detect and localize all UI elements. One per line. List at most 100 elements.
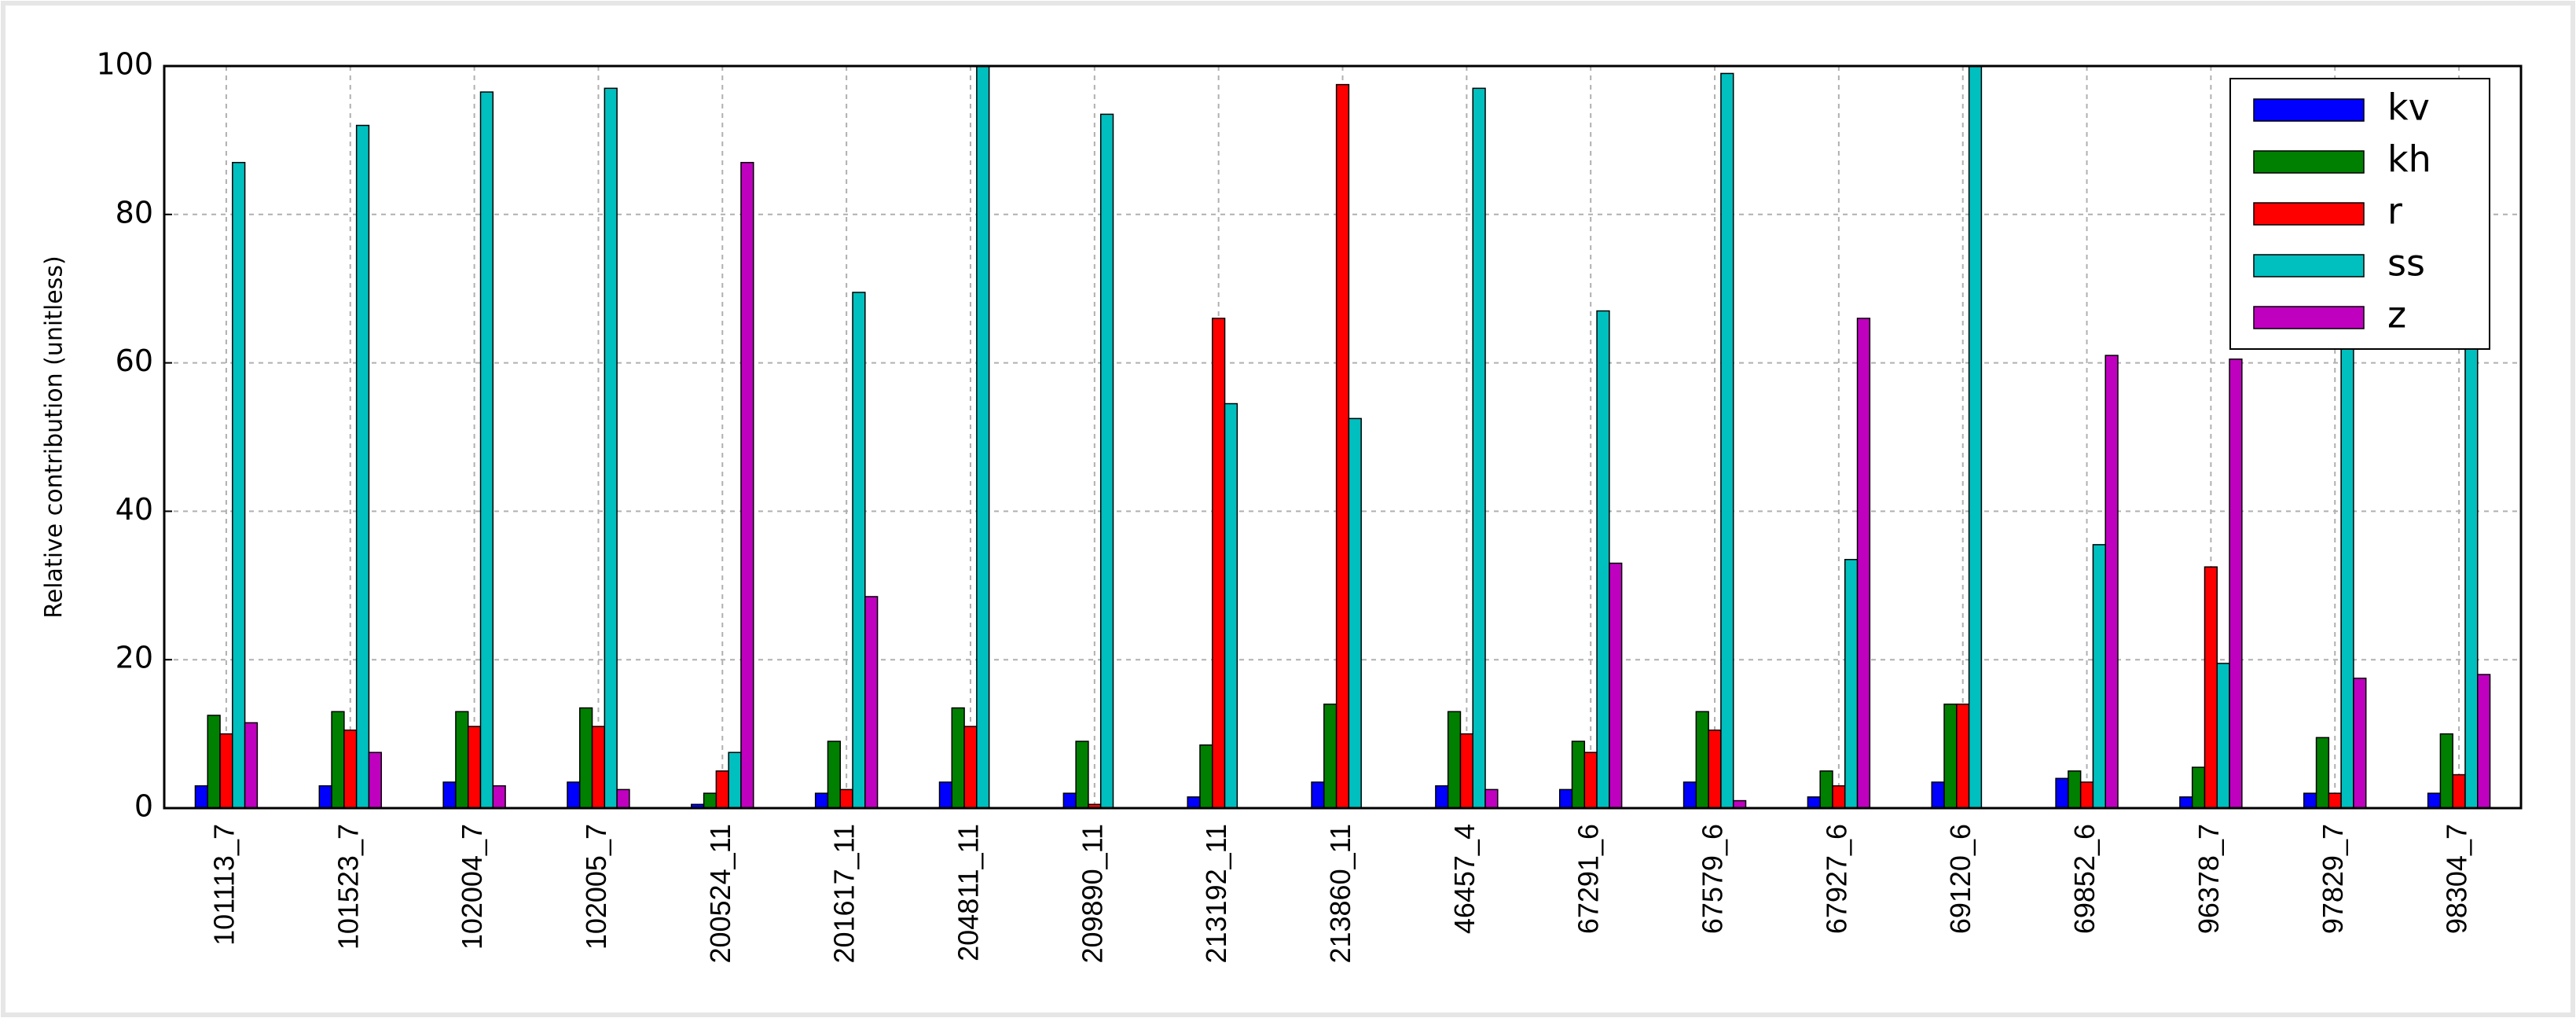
bar — [2055, 777, 2069, 809]
x-tick-label: 69852_6 — [2068, 824, 2101, 934]
bar — [2204, 566, 2218, 809]
bar — [864, 596, 879, 809]
bar — [2315, 737, 2330, 809]
bar — [244, 722, 259, 809]
bar — [938, 781, 953, 809]
bar — [2179, 796, 2193, 809]
bar — [1682, 781, 1697, 809]
bar — [355, 124, 370, 809]
x-tick-label: 102004_7 — [456, 824, 488, 950]
plot-frame — [163, 64, 2523, 810]
x-tick-label: 69120_6 — [1944, 824, 1976, 934]
bar — [1075, 741, 1089, 809]
bar — [207, 715, 221, 809]
bar — [2092, 544, 2106, 809]
x-tick-label: 67291_6 — [1572, 824, 1605, 934]
bar — [740, 161, 754, 809]
bar — [616, 788, 630, 809]
bar — [1472, 87, 1486, 809]
bar — [839, 788, 853, 809]
bar — [2229, 358, 2243, 809]
bar — [467, 726, 482, 809]
bar — [2216, 663, 2230, 809]
bar — [2427, 792, 2442, 809]
bar — [1832, 785, 1846, 809]
x-tick-label: 98304_7 — [2441, 824, 2473, 934]
legend-label: ss — [2387, 242, 2425, 285]
bar — [2068, 770, 2082, 809]
bar — [194, 785, 208, 809]
y-tick-label: 60 — [116, 344, 153, 378]
legend-swatch — [2253, 306, 2365, 329]
bar — [1695, 711, 1709, 809]
bar — [232, 161, 246, 809]
bar — [2353, 678, 2367, 809]
legend-label: r — [2387, 190, 2402, 233]
bar — [1968, 65, 1983, 809]
bar — [442, 781, 457, 809]
bar — [579, 707, 593, 809]
bar — [368, 752, 382, 809]
bar — [479, 91, 494, 809]
bar — [827, 741, 841, 809]
y-tick-label: 0 — [134, 789, 153, 824]
bar — [1931, 781, 1945, 809]
bar — [2452, 774, 2466, 809]
legend-swatch — [2253, 254, 2365, 277]
bar — [976, 65, 990, 809]
bar — [1720, 72, 1734, 809]
bar — [814, 792, 829, 809]
bar — [1856, 318, 1871, 809]
bar — [1708, 730, 1722, 809]
x-tick-label: 96378_7 — [2193, 824, 2225, 934]
bar — [1459, 733, 1473, 809]
bar — [2104, 355, 2119, 809]
bar — [567, 781, 581, 809]
bar — [343, 730, 358, 809]
bar — [219, 733, 233, 809]
bar — [1335, 83, 1350, 809]
y-tick-label: 100 — [96, 47, 153, 82]
bar — [852, 292, 866, 809]
legend-label: kv — [2387, 86, 2430, 129]
legend-swatch — [2253, 150, 2365, 174]
bar — [1956, 704, 1970, 809]
bar — [1323, 704, 1338, 809]
x-tick-label: 201617_11 — [828, 824, 861, 964]
bar — [1943, 704, 1958, 809]
x-tick-label: 200524_11 — [704, 824, 736, 964]
bar — [1212, 318, 1226, 809]
bar — [1558, 788, 1573, 809]
bar — [1199, 744, 1213, 809]
x-tick-label: 209890_11 — [1076, 824, 1108, 964]
bar — [1435, 785, 1449, 809]
bar — [1311, 781, 1325, 809]
bar — [715, 770, 729, 809]
bar — [1807, 796, 1821, 809]
bar — [951, 707, 965, 809]
bar — [1844, 559, 1859, 809]
y-axis-label: Relative contribution (unitless) — [41, 255, 68, 618]
bar — [1348, 417, 1362, 809]
bar — [2439, 733, 2453, 809]
bar — [2477, 674, 2491, 809]
legend-label: z — [2387, 294, 2406, 336]
bar — [492, 785, 506, 809]
bar — [963, 726, 978, 809]
bar — [591, 726, 606, 809]
y-tick-label: 20 — [116, 641, 153, 675]
bar — [2191, 766, 2206, 809]
y-tick-label: 80 — [116, 195, 153, 230]
bar — [1099, 113, 1114, 809]
legend-swatch — [2253, 98, 2365, 122]
x-tick-label: 67927_6 — [1820, 824, 1852, 934]
bar — [331, 711, 345, 809]
x-tick-label: 102005_7 — [580, 824, 612, 950]
bar — [604, 87, 618, 809]
bar — [1187, 796, 1201, 809]
bar — [1224, 402, 1238, 809]
bar — [1609, 562, 1623, 809]
bar — [455, 711, 469, 809]
bar — [1484, 788, 1499, 809]
